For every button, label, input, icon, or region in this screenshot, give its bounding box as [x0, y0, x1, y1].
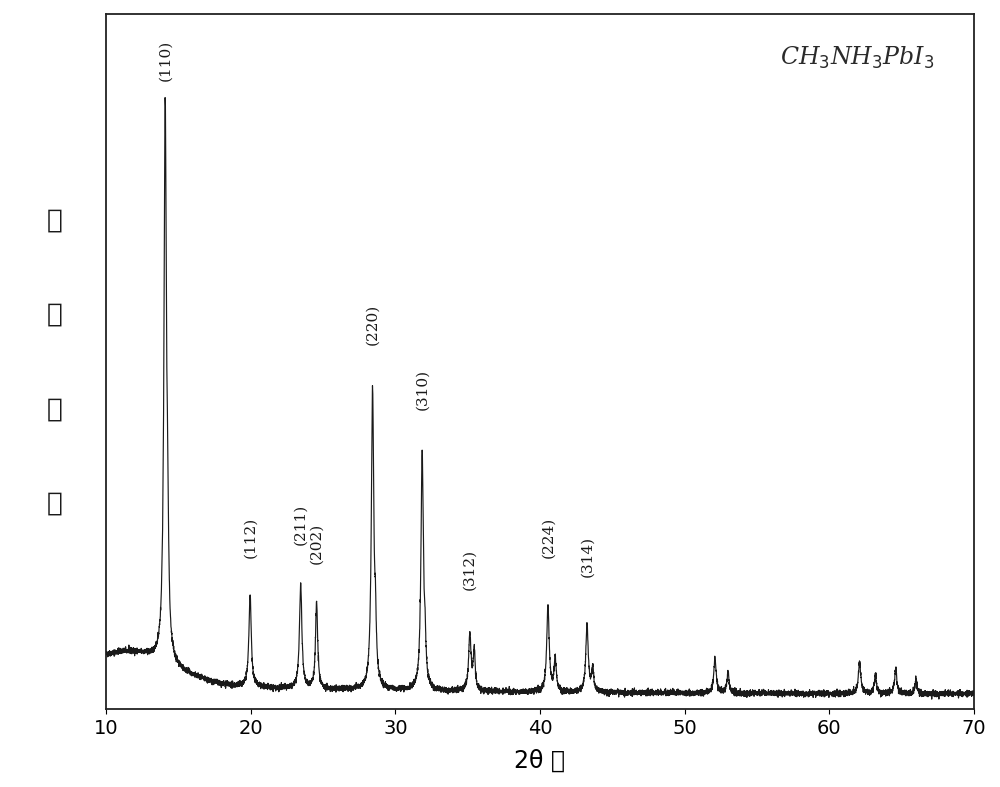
Text: 对: 对	[47, 301, 63, 328]
Text: (220): (220)	[366, 305, 380, 345]
Text: (110): (110)	[158, 40, 172, 82]
Text: CH$_3$NH$_3$PbI$_3$: CH$_3$NH$_3$PbI$_3$	[780, 45, 935, 72]
Text: (224): (224)	[541, 517, 555, 558]
Text: (112): (112)	[243, 517, 257, 558]
Text: (312): (312)	[463, 549, 477, 590]
Text: (211): (211)	[294, 504, 308, 545]
Text: (310): (310)	[415, 369, 429, 410]
Text: (202): (202)	[310, 523, 324, 564]
Text: (314): (314)	[580, 536, 594, 578]
Text: 强: 强	[47, 396, 63, 423]
X-axis label: 2θ 角: 2θ 角	[514, 749, 566, 773]
Text: 相: 相	[47, 207, 63, 234]
Text: 度: 度	[47, 490, 63, 517]
